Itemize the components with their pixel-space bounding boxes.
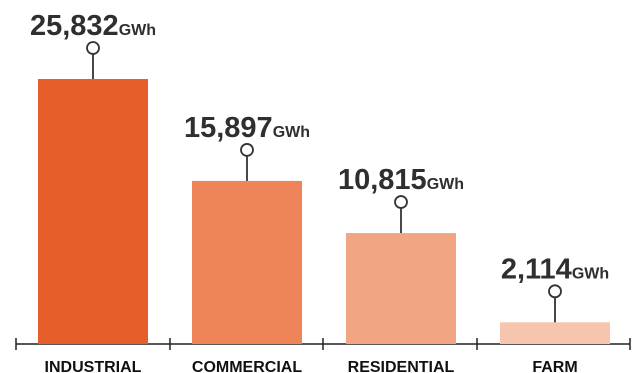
data-label-value: 15,897 <box>184 112 273 144</box>
data-label: 15,897GWh <box>184 112 310 144</box>
bar <box>346 233 456 344</box>
category-label: COMMERCIAL <box>192 359 302 373</box>
data-label-unit: GWh <box>273 124 310 141</box>
category-label: FARM <box>532 359 577 373</box>
data-label-value: 25,832 <box>30 10 119 42</box>
value-pin-circle <box>394 195 408 209</box>
category-label: RESIDENTIAL <box>348 359 455 373</box>
data-label-value: 2,114 <box>501 253 572 285</box>
value-pin-circle <box>86 41 100 55</box>
data-label-unit: GWh <box>572 265 609 282</box>
data-label: 25,832GWh <box>30 10 156 42</box>
category-label: INDUSTRIAL <box>45 359 142 373</box>
data-label-value: 10,815 <box>338 164 427 196</box>
bar <box>38 79 148 344</box>
data-label: 2,114GWh <box>501 253 609 285</box>
bar <box>500 322 610 344</box>
data-label-unit: GWh <box>427 176 464 193</box>
value-pin-circle <box>240 143 254 157</box>
data-label-unit: GWh <box>119 22 156 39</box>
value-pin-circle <box>548 284 562 299</box>
bar <box>192 180 302 344</box>
data-label: 10,815GWh <box>338 164 464 196</box>
